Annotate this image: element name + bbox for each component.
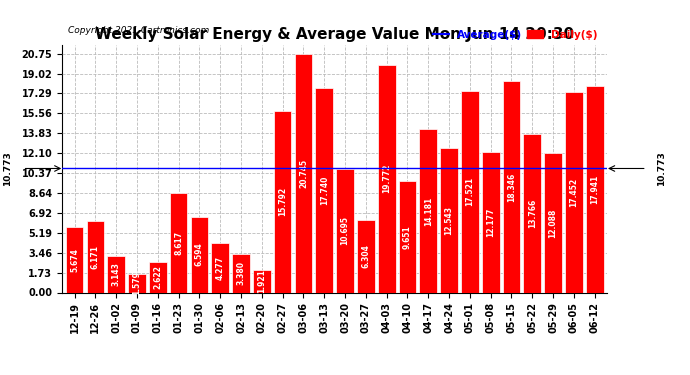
Bar (108, 256, 125, 292)
Bar (315, 88, 333, 292)
Text: 19.772: 19.772 (382, 164, 391, 194)
Bar (295, 54, 313, 292)
Title: Weekly Solar Energy & Average Value Mon Jun 14 20:30: Weekly Solar Energy & Average Value Mon … (95, 27, 574, 42)
Text: 10.773: 10.773 (3, 151, 12, 186)
Bar (482, 152, 500, 292)
Text: 6.171: 6.171 (91, 245, 100, 269)
Bar (420, 129, 437, 292)
Bar (357, 220, 375, 292)
Bar (524, 134, 541, 292)
Bar (149, 262, 167, 292)
Text: 17.521: 17.521 (465, 177, 475, 206)
Bar (399, 182, 416, 292)
Bar (440, 148, 458, 292)
Bar (544, 153, 562, 292)
Bar (86, 222, 104, 292)
Text: 12.177: 12.177 (486, 208, 495, 237)
Bar (253, 270, 270, 292)
Text: 18.346: 18.346 (507, 172, 516, 201)
Bar (565, 92, 583, 292)
Text: 17.941: 17.941 (590, 175, 599, 204)
Text: 12.088: 12.088 (549, 208, 558, 238)
Text: 3.380: 3.380 (237, 261, 246, 285)
Text: 5.674: 5.674 (70, 248, 79, 272)
Text: 8.617: 8.617 (174, 231, 183, 255)
Legend: Average($), Daily($): Average($), Daily($) (429, 26, 602, 44)
Text: 20.745: 20.745 (299, 159, 308, 188)
Bar (232, 254, 250, 292)
Text: 6.304: 6.304 (362, 244, 371, 268)
Bar (66, 227, 83, 292)
Text: 13.766: 13.766 (528, 199, 537, 228)
Bar (274, 111, 291, 292)
Bar (128, 274, 146, 292)
Text: 10.695: 10.695 (341, 216, 350, 246)
Bar (586, 86, 604, 292)
Text: 14.181: 14.181 (424, 196, 433, 225)
Text: 17.452: 17.452 (569, 177, 578, 207)
Text: 2.622: 2.622 (153, 266, 162, 290)
Bar (211, 243, 229, 292)
Bar (502, 81, 520, 292)
Bar (336, 170, 354, 292)
Text: 4.277: 4.277 (216, 256, 225, 280)
Bar (378, 65, 395, 292)
Bar (190, 217, 208, 292)
Text: 10.773: 10.773 (657, 151, 666, 186)
Bar (461, 91, 479, 292)
Text: 6.594: 6.594 (195, 243, 204, 266)
Text: 15.792: 15.792 (278, 187, 287, 216)
Text: 12.543: 12.543 (444, 206, 453, 235)
Text: 17.740: 17.740 (319, 176, 328, 205)
Text: 1.579: 1.579 (132, 272, 141, 296)
Text: Copyright 2021 Cartronics.com: Copyright 2021 Cartronics.com (68, 26, 209, 35)
Bar (170, 193, 188, 292)
Text: 1.921: 1.921 (257, 270, 266, 293)
Text: 9.651: 9.651 (403, 225, 412, 249)
Text: 3.143: 3.143 (112, 262, 121, 286)
